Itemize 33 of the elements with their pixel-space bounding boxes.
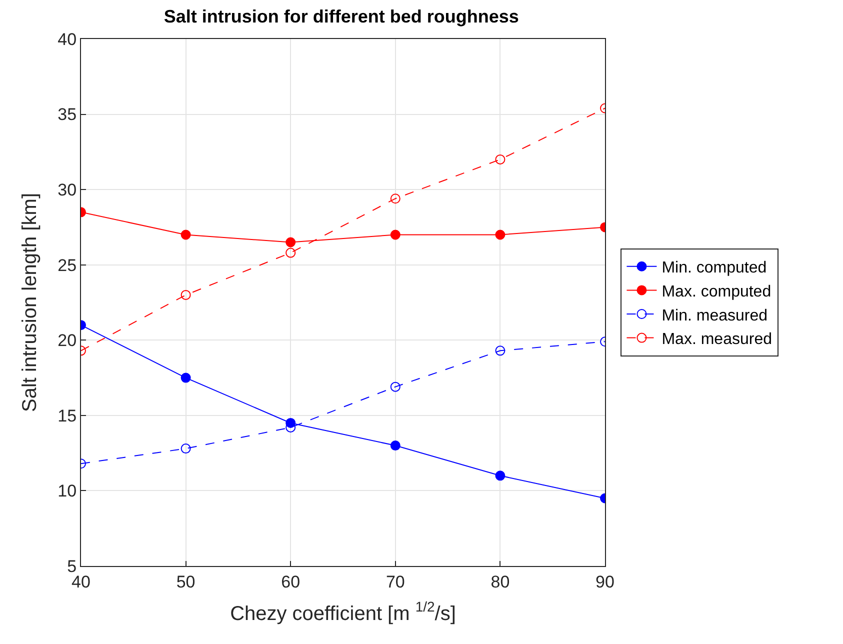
y-tick-label: 15 <box>58 406 77 426</box>
point <box>286 237 296 248</box>
x-tick-label: 80 <box>490 572 510 592</box>
point <box>180 444 191 454</box>
point <box>495 154 506 164</box>
point <box>180 230 191 240</box>
x-tick-label: 50 <box>176 572 196 592</box>
point <box>390 440 400 451</box>
point <box>495 230 506 240</box>
point <box>390 194 400 204</box>
y-tick-label: 40 <box>58 30 77 49</box>
y-axis-title: Salt intrusion length [km] <box>19 193 42 412</box>
point <box>495 346 506 356</box>
point <box>390 230 400 240</box>
y-tick-label: 10 <box>58 482 77 501</box>
legend-label: Min. computed <box>662 260 767 277</box>
point <box>390 382 400 392</box>
point <box>286 248 296 258</box>
y-tick-label: 20 <box>58 331 77 350</box>
x-tick-label: 90 <box>596 572 614 592</box>
legend-label: Max. measured <box>662 331 772 348</box>
point <box>495 470 506 481</box>
point <box>180 290 191 300</box>
y-tick-label: 30 <box>58 180 77 200</box>
x-tick-label: 70 <box>386 572 405 592</box>
x-axis-title: Chezy coefficient [m $^{1/2}$/s] <box>230 598 456 625</box>
y-tick-label: 25 <box>58 256 77 275</box>
y-tick-label: 35 <box>58 105 77 124</box>
point <box>180 372 191 383</box>
x-tick-label: 60 <box>281 572 300 592</box>
legend-label: Min. measured <box>662 307 768 324</box>
legend-label: Max. computed <box>662 283 772 300</box>
chart-title: Salt intrusion for different bed roughness <box>164 6 519 26</box>
